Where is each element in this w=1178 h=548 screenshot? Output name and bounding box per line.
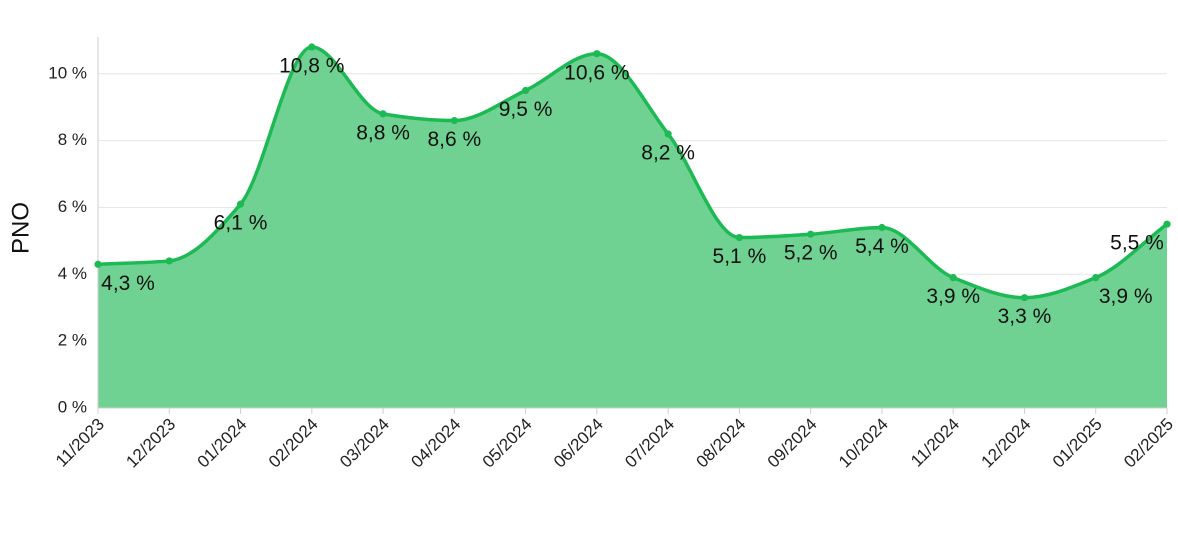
data-point (1020, 294, 1029, 302)
data-point (593, 50, 601, 58)
x-tick-label: 11/2024 (907, 415, 963, 471)
y-tick-label: 6 % (58, 197, 87, 216)
data-point (1163, 220, 1171, 228)
data-point (664, 130, 672, 138)
data-label: 9,5 % (499, 98, 553, 121)
data-label: 10,6 % (564, 61, 629, 84)
x-tick-label: 08/2024 (693, 415, 750, 472)
series-line (97, 45, 1169, 300)
data-point (379, 110, 387, 118)
y-tick-label: 2 % (58, 331, 87, 350)
x-tick-label: 02/2024 (265, 415, 322, 472)
x-tick-label: 05/2024 (479, 415, 536, 472)
data-point (1092, 274, 1100, 282)
data-label: 8,2 % (641, 141, 695, 164)
data-point (949, 274, 957, 282)
data-points (94, 43, 1171, 302)
data-point (165, 257, 173, 265)
x-tick-label: 11/2023 (52, 415, 108, 471)
data-point (522, 86, 530, 95)
data-point (308, 43, 316, 51)
data-point (735, 233, 744, 242)
data-point (878, 223, 886, 232)
y-tick-label: 8 % (58, 130, 87, 149)
data-label: 5,2 % (784, 242, 838, 265)
y-axis-label: PNO (7, 202, 34, 254)
x-tick-label: 12/2024 (978, 415, 1035, 472)
data-label: 6,1 % (214, 212, 268, 235)
data-point (450, 116, 458, 125)
data-label: 5,5 % (1110, 232, 1164, 255)
area-layer (97, 45, 1169, 408)
x-tick-label: 12/2023 (122, 415, 179, 472)
x-tick-label: 01/2025 (1049, 415, 1106, 472)
x-tick-label: 06/2024 (550, 415, 607, 472)
x-tick-label: 10/2024 (835, 415, 892, 472)
y-tick-label: 10 % (48, 63, 87, 82)
data-point (807, 230, 815, 238)
x-tick-label: 03/2024 (336, 415, 393, 472)
x-tick-label: 01/2024 (194, 415, 251, 472)
y-tick-label: 0 % (58, 397, 87, 416)
data-label: 5,1 % (713, 245, 767, 268)
data-point (94, 260, 102, 268)
data-label: 8,8 % (356, 121, 410, 144)
x-tick-label: 09/2024 (764, 415, 821, 472)
y-tick-label: 4 % (58, 264, 87, 283)
data-label: 5,4 % (855, 235, 909, 258)
x-tick-label: 02/2025 (1120, 415, 1177, 472)
data-labels: 4,3 % 6,1 % 10,8 % 8,8 % 8,6 % 9,5 % 10,6 % 8,2… (101, 55, 1164, 329)
data-label: 3,9 % (926, 285, 980, 308)
series-area-fill (98, 47, 1167, 408)
data-point (236, 200, 245, 208)
data-label: 8,6 % (427, 128, 481, 151)
data-label: 4,3 % (101, 272, 155, 295)
x-tick-label: 07/2024 (621, 415, 678, 472)
data-label: 10,8 % (279, 55, 344, 78)
data-label: 3,3 % (998, 305, 1052, 328)
data-label: 3,9 % (1099, 285, 1153, 308)
x-tick-label: 04/2024 (407, 415, 464, 472)
